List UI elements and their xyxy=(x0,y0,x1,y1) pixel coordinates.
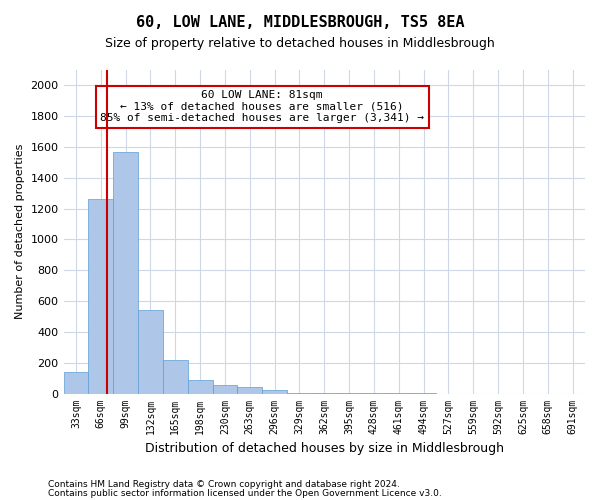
Bar xyxy=(238,388,262,394)
Bar xyxy=(113,152,138,394)
Text: 60 LOW LANE: 81sqm
← 13% of detached houses are smaller (516)
85% of semi-detach: 60 LOW LANE: 81sqm ← 13% of detached hou… xyxy=(100,90,424,123)
Text: Size of property relative to detached houses in Middlesbrough: Size of property relative to detached ho… xyxy=(105,38,495,51)
Bar xyxy=(163,360,188,394)
Bar xyxy=(262,390,287,394)
Bar xyxy=(287,393,312,394)
Bar xyxy=(188,380,212,394)
Y-axis label: Number of detached properties: Number of detached properties xyxy=(15,144,25,320)
Bar xyxy=(88,198,113,394)
Text: Contains public sector information licensed under the Open Government Licence v3: Contains public sector information licen… xyxy=(48,489,442,498)
Text: 60, LOW LANE, MIDDLESBROUGH, TS5 8EA: 60, LOW LANE, MIDDLESBROUGH, TS5 8EA xyxy=(136,15,464,30)
X-axis label: Distribution of detached houses by size in Middlesbrough: Distribution of detached houses by size … xyxy=(145,442,504,455)
Bar xyxy=(312,393,337,394)
Bar xyxy=(64,372,88,394)
Text: Contains HM Land Registry data © Crown copyright and database right 2024.: Contains HM Land Registry data © Crown c… xyxy=(48,480,400,489)
Bar xyxy=(138,310,163,394)
Bar xyxy=(212,385,238,394)
